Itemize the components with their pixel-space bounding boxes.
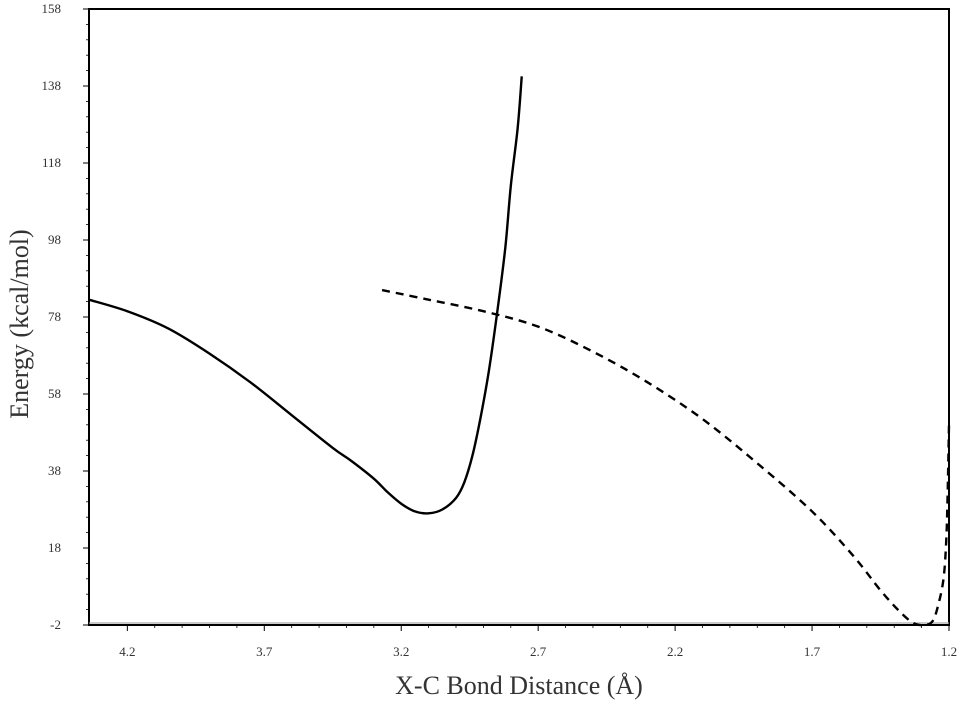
y-tick-label: 98: [48, 232, 61, 247]
y-tick-label: 18: [48, 540, 61, 555]
x-tick-label: 2.7: [530, 644, 547, 659]
x-tick-label: 1.7: [804, 644, 821, 659]
x-tick-label: 1.2: [941, 644, 957, 659]
x-tick-label: 4.2: [119, 644, 135, 659]
series-layer: [88, 76, 951, 627]
solid-series-line: [88, 76, 523, 515]
y-tick-label: 118: [42, 155, 61, 170]
y-tick-label: 158: [42, 1, 62, 16]
y-axis-title: Energy (kcal/mol): [5, 229, 34, 418]
x-tick-label: 3.7: [256, 644, 273, 659]
y-axis-ticks: -2 18 38 58 78 98 118 138 158: [42, 1, 89, 632]
x-tick-label: 2.2: [667, 644, 683, 659]
y-tick-label: 138: [42, 78, 62, 93]
x-axis-title: X-C Bond Distance (Å): [395, 671, 643, 700]
y-tick-label: 58: [48, 386, 61, 401]
y-tick-label: 78: [48, 309, 61, 324]
y-tick-label: 38: [48, 463, 61, 478]
x-tick-label: 3.2: [393, 644, 409, 659]
x-axis-ticks: 4.2 3.7 3.2 2.7 2.2 1.7 1.2: [119, 625, 957, 659]
dashed-series-line: [381, 288, 951, 627]
y-tick-label: -2: [50, 617, 61, 632]
